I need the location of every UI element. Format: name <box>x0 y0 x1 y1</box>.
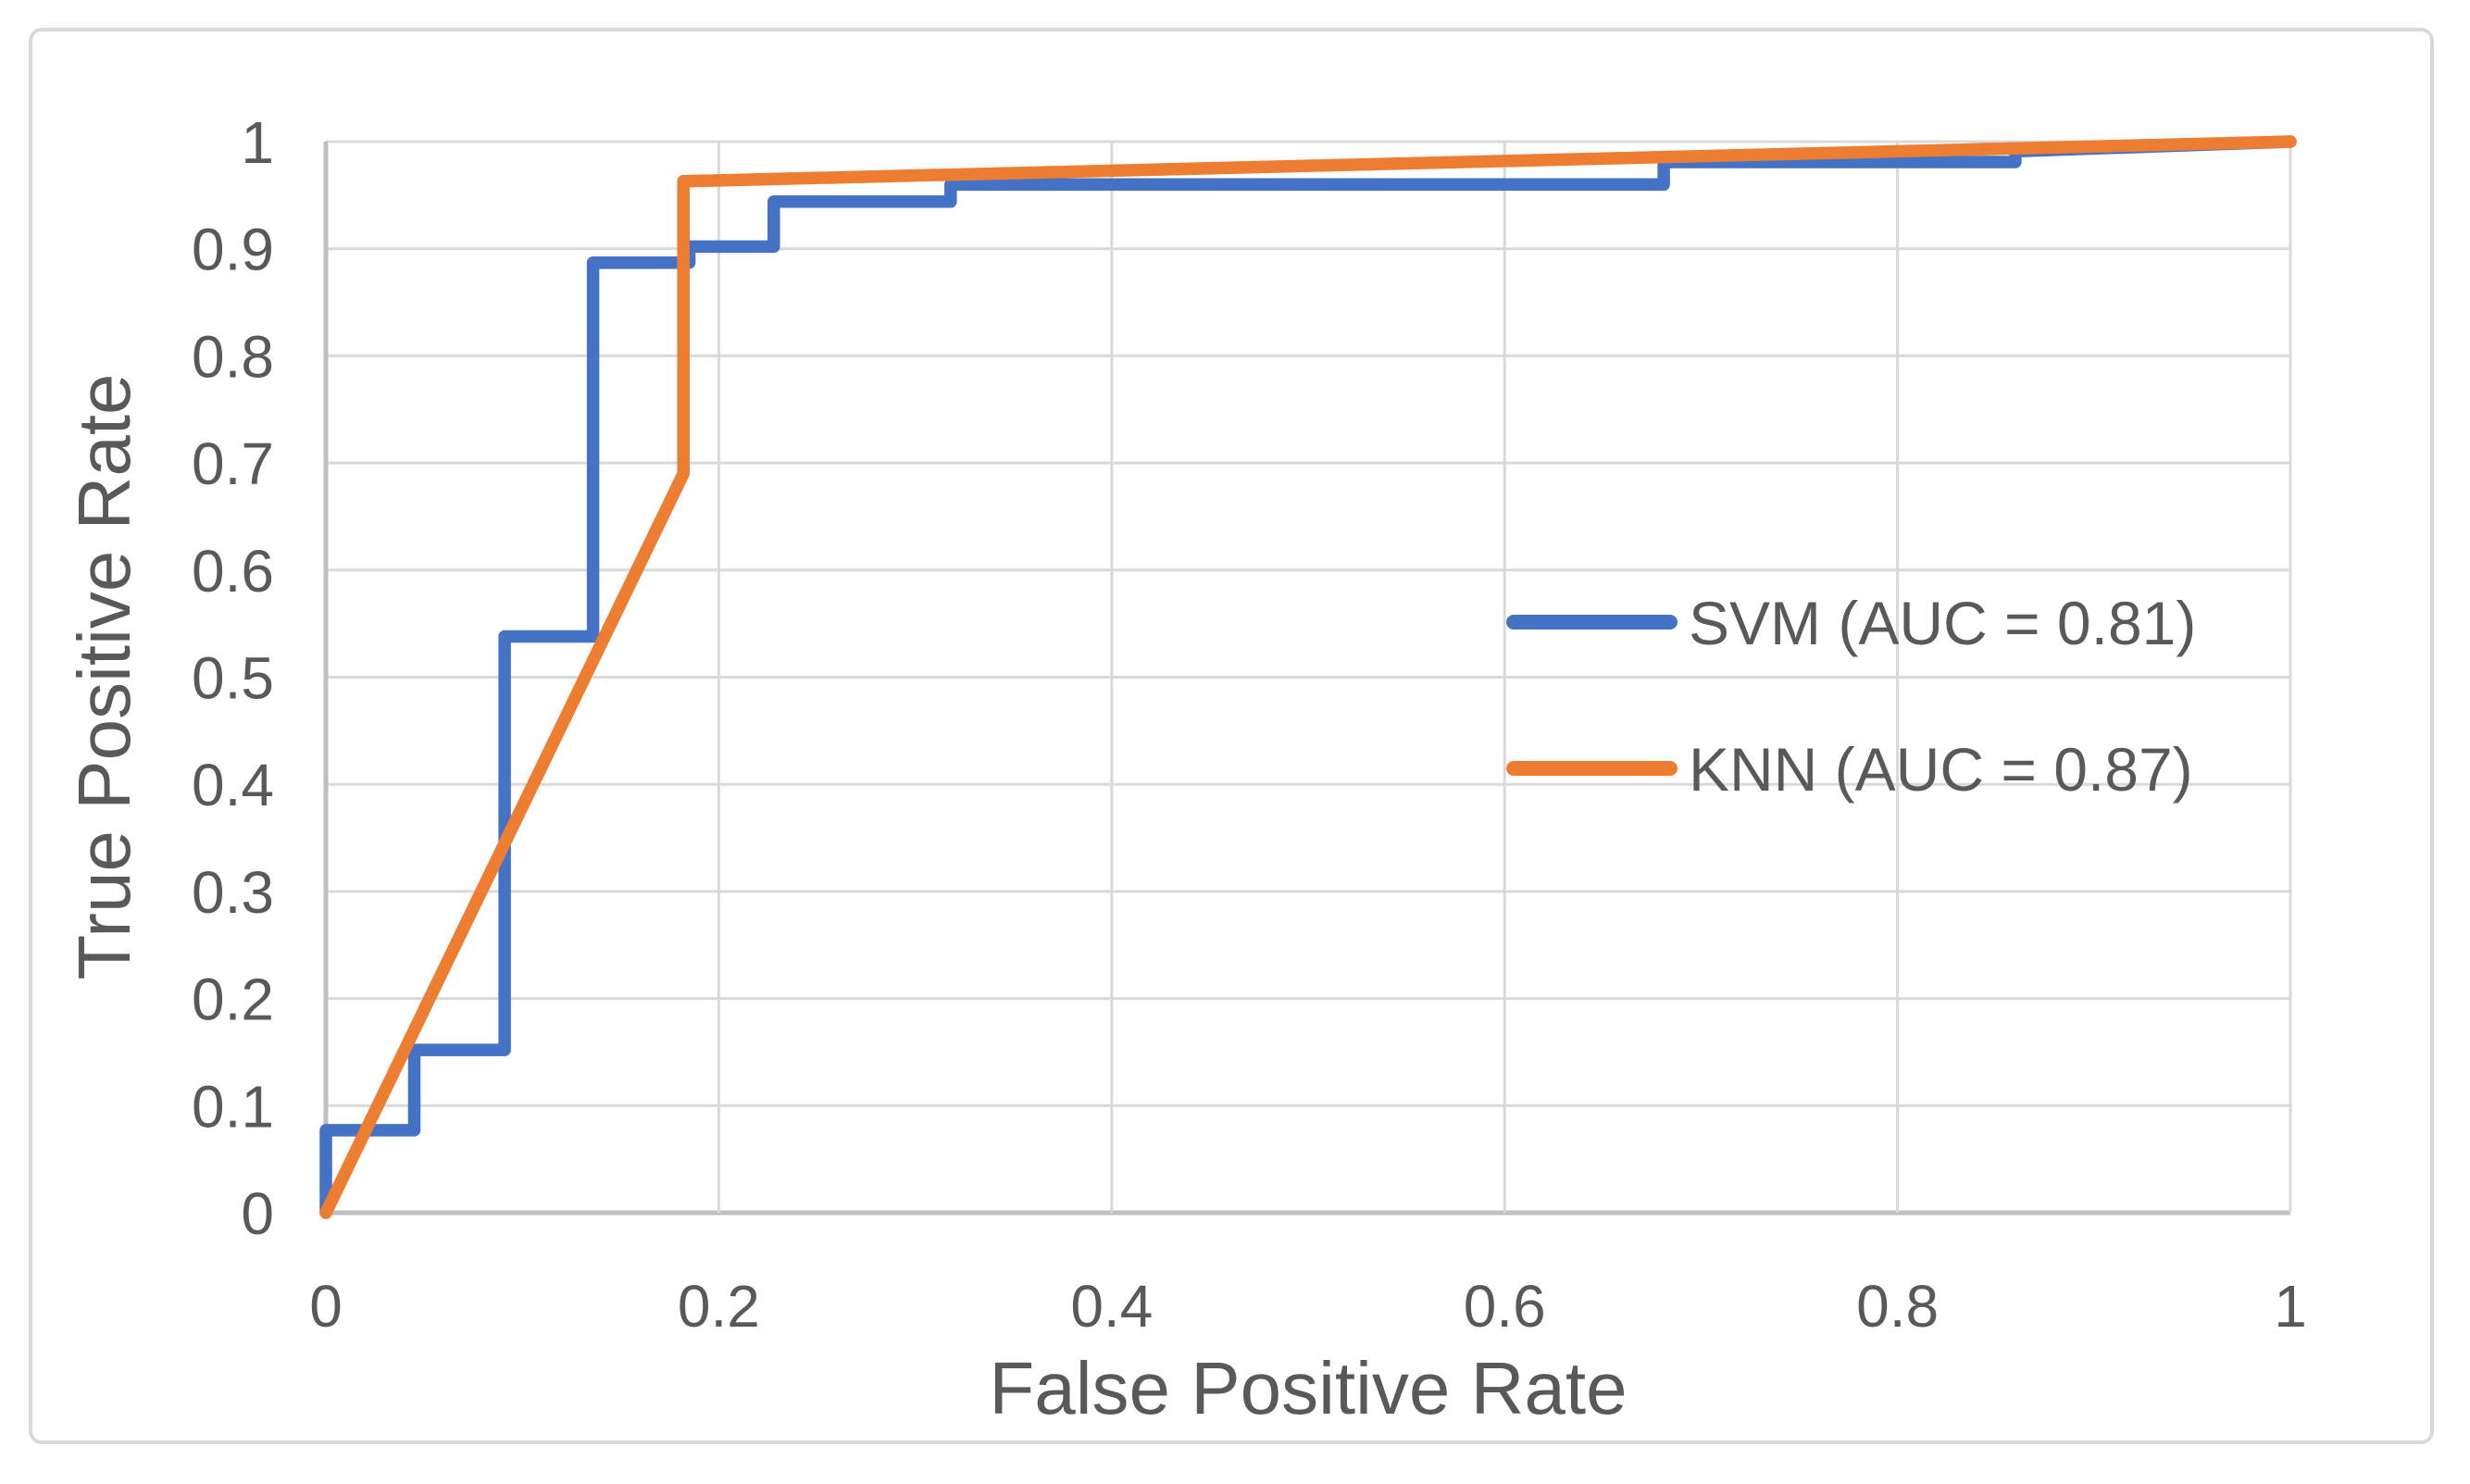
y-tick-label: 0.5 <box>192 645 274 712</box>
y-axis-title: True Positive Rate <box>63 373 145 979</box>
legend-label-svm: SVM (AUC = 0.81) <box>1689 589 2196 657</box>
x-tick-label: 0.8 <box>1856 1273 1939 1340</box>
y-tick-label: 0.8 <box>192 323 274 390</box>
x-axis-title: False Positive Rate <box>989 1347 1627 1429</box>
y-tick-label: 0.6 <box>192 538 274 605</box>
x-tick-label: 0.2 <box>678 1273 760 1340</box>
legend-label-knn: KNN (AUC = 0.87) <box>1689 735 2193 804</box>
x-axis-tick-labels: 0 0.2 0.4 0.6 0.8 1 <box>309 1273 2307 1340</box>
y-tick-label: 1 <box>241 109 274 176</box>
y-tick-label: 0.1 <box>192 1073 274 1140</box>
series-line-knn <box>319 135 2297 1219</box>
legend: SVM (AUC = 0.81) KNN (AUC = 0.87) <box>1506 589 2196 804</box>
y-axis-tick-labels: 0 0.1 0.2 0.3 0.4 0.5 0.6 0.7 0.8 0.9 1 <box>192 109 274 1247</box>
y-tick-label: 0.9 <box>192 217 274 283</box>
chart-border <box>29 28 2434 1444</box>
series-lines <box>319 135 2297 1219</box>
gridlines <box>323 140 2292 1216</box>
x-tick-label: 0.4 <box>1070 1273 1153 1340</box>
x-tick-label: 0 <box>309 1273 343 1340</box>
y-tick-label: 0.4 <box>192 752 274 818</box>
y-tick-label: 0 <box>241 1180 274 1247</box>
y-tick-label: 0.3 <box>192 859 274 926</box>
x-tick-label: 1 <box>2274 1273 2307 1340</box>
y-tick-label: 0.7 <box>192 430 274 497</box>
y-tick-label: 0.2 <box>192 966 274 1033</box>
x-tick-label: 0.6 <box>1464 1273 1546 1340</box>
